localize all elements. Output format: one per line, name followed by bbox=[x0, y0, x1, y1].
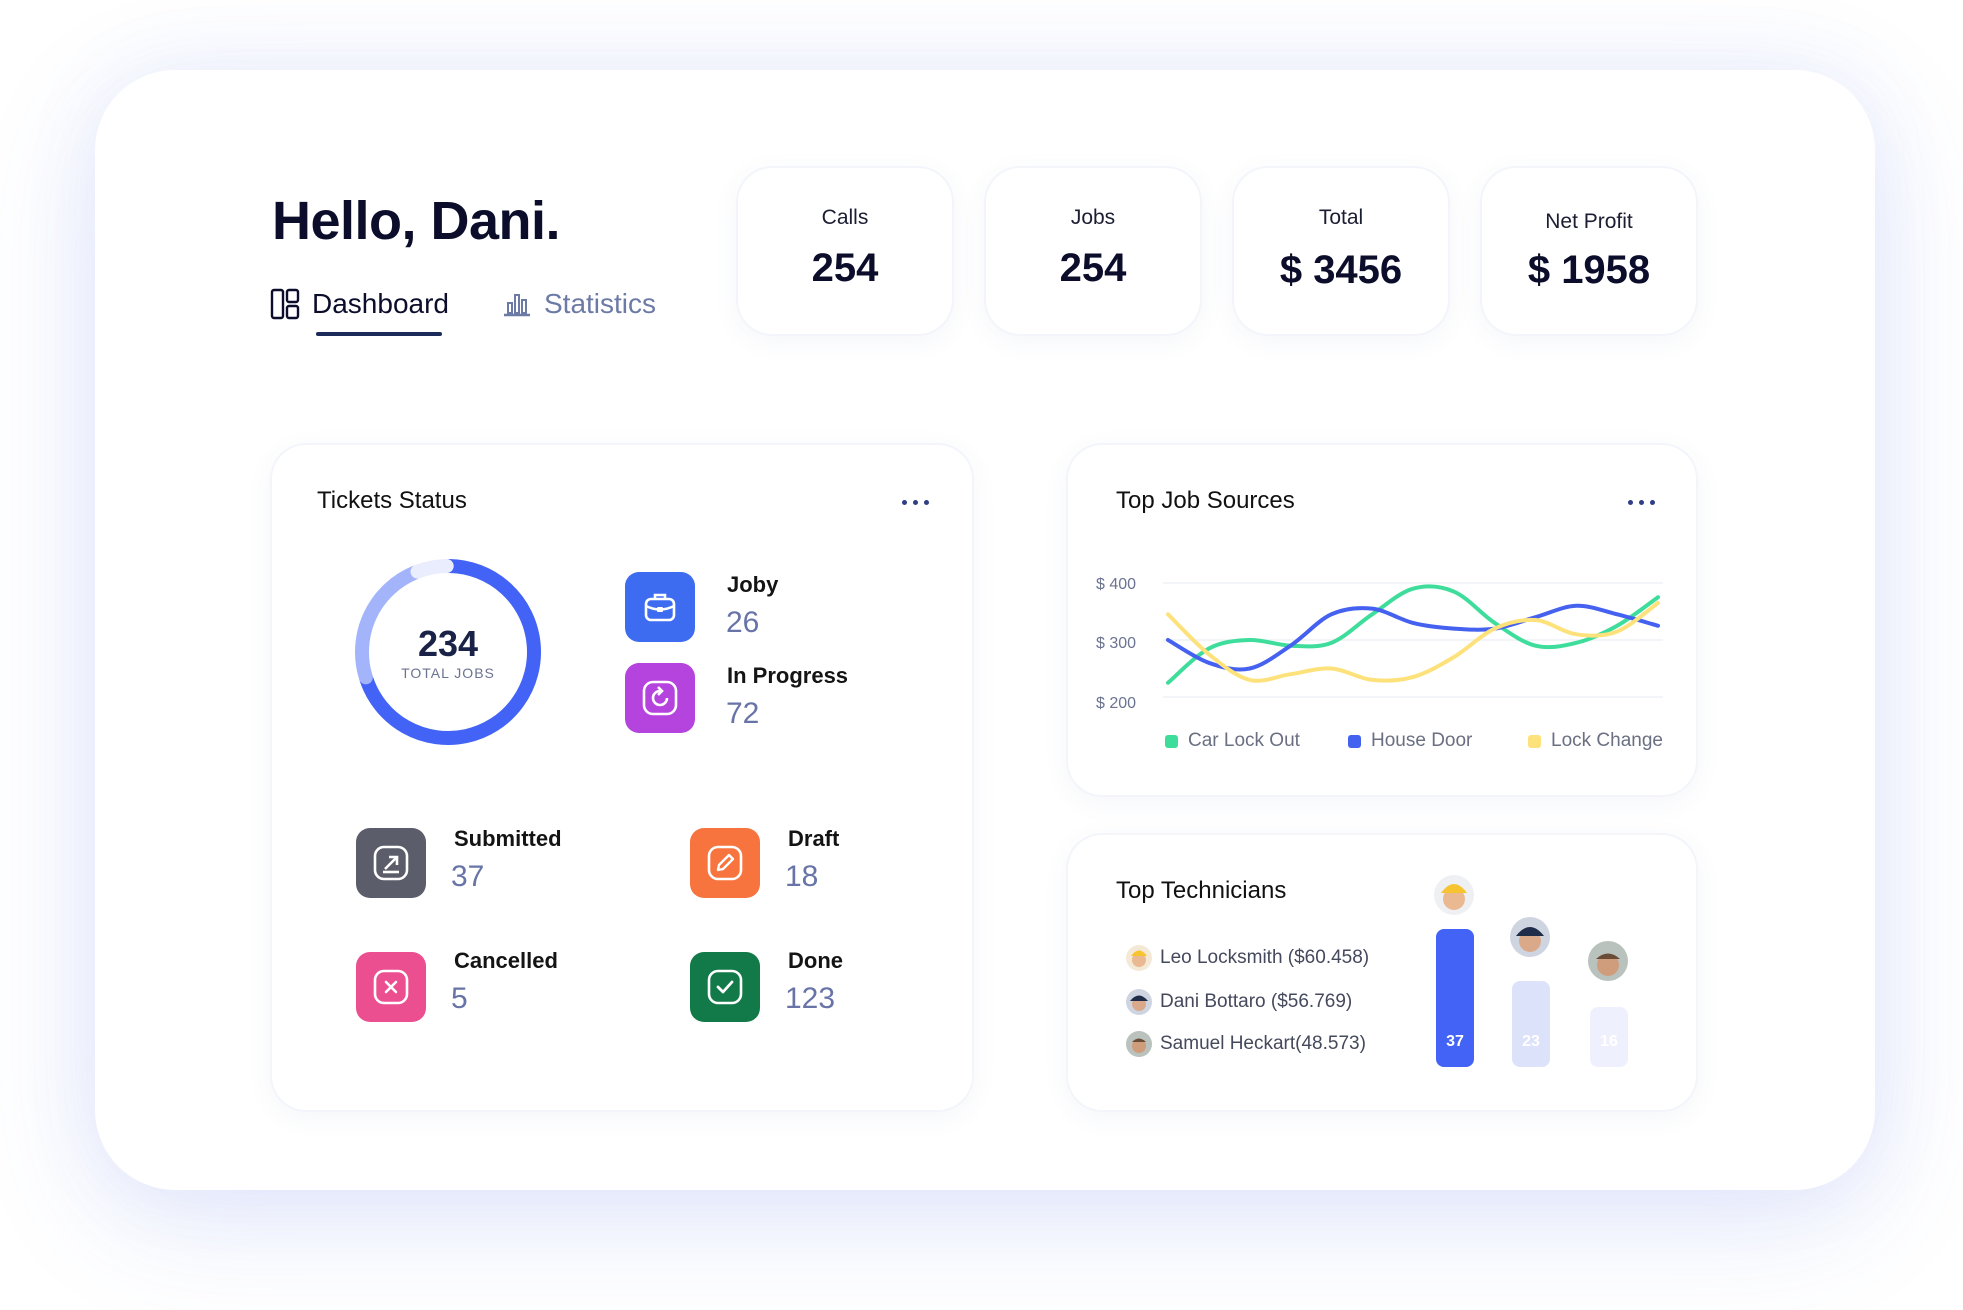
pencil-icon bbox=[690, 828, 760, 898]
briefcase-icon bbox=[625, 572, 695, 642]
technician-avatar bbox=[1510, 917, 1550, 957]
check-icon bbox=[690, 952, 760, 1022]
technician-label: Samuel Heckart(48.573) bbox=[1160, 1033, 1366, 1054]
technician-bar[interactable]: 16 bbox=[1590, 1007, 1628, 1067]
avatar bbox=[1126, 945, 1152, 971]
stat-card-jobs: Jobs 254 bbox=[986, 168, 1200, 334]
status-count: 5 bbox=[451, 982, 468, 1015]
dot bbox=[902, 499, 907, 505]
top-technicians-card: Top Technicians Leo Locksmith ($60.458) … bbox=[1068, 835, 1696, 1110]
y-tick-label: $ 200 bbox=[1096, 695, 1137, 712]
donut-segment-2 bbox=[410, 559, 454, 579]
more-options-button[interactable] bbox=[1628, 495, 1666, 509]
card-title: Top Job Sources bbox=[1116, 487, 1295, 514]
dot bbox=[1628, 499, 1633, 505]
donut-segment-1 bbox=[355, 565, 423, 685]
status-label: Draft bbox=[788, 826, 840, 851]
series-line-1 bbox=[1166, 603, 1660, 672]
stat-label: Jobs bbox=[1070, 206, 1116, 229]
status-label: Submitted bbox=[454, 826, 562, 851]
dot bbox=[1650, 499, 1655, 505]
job-sources-line-chart bbox=[1163, 582, 1663, 698]
dot bbox=[913, 499, 918, 505]
legend-label: Car Lock Out bbox=[1188, 730, 1300, 751]
bar-chart-icon bbox=[504, 294, 530, 317]
status-count: 72 bbox=[726, 697, 760, 730]
tab-dashboard-label: Dashboard bbox=[312, 288, 449, 319]
technician-label: Dani Bottaro ($56.769) bbox=[1160, 991, 1353, 1012]
y-tick-label: $ 300 bbox=[1096, 635, 1137, 652]
stat-value: $ 1958 bbox=[1527, 248, 1651, 292]
greeting-title: Hello, Dani. bbox=[272, 191, 561, 251]
status-count: 18 bbox=[785, 860, 819, 893]
tickets-donut-chart bbox=[355, 559, 541, 745]
stat-label: Total bbox=[1318, 206, 1364, 229]
stat-value: 254 bbox=[811, 246, 879, 290]
share-icon bbox=[356, 828, 426, 898]
status-label: Done bbox=[788, 948, 843, 973]
dashboard-icon bbox=[270, 288, 300, 320]
avatar bbox=[1126, 1031, 1152, 1057]
stat-label: Calls bbox=[821, 206, 869, 229]
technician-bar[interactable]: 37 bbox=[1436, 929, 1474, 1067]
technician-row[interactable]: Dani Bottaro ($56.769) bbox=[1126, 989, 1352, 1015]
more-options-button[interactable] bbox=[902, 495, 940, 509]
technician-row[interactable]: Leo Locksmith ($60.458) bbox=[1126, 945, 1369, 971]
bar-value-label: 16 bbox=[1600, 1032, 1618, 1050]
top-job-sources-card: Top Job Sources $ 400 $ 300 $ 200 Car Lo… bbox=[1068, 445, 1696, 795]
close-icon bbox=[356, 952, 426, 1022]
stat-card-total: Total $ 3456 bbox=[1234, 168, 1448, 334]
legend-label: House Door bbox=[1371, 730, 1473, 751]
tab-statistics-label: Statistics bbox=[544, 288, 657, 319]
card-title: Tickets Status bbox=[317, 487, 467, 514]
donut-caption: TOTAL JOBS bbox=[401, 665, 495, 681]
legend-house-door: House Door bbox=[1348, 730, 1472, 752]
bar-value-label: 37 bbox=[1446, 1033, 1464, 1050]
tickets-status-card: Tickets Status 234 TOTAL JOBS Joby 26 In… bbox=[272, 445, 972, 1110]
stat-label: Net Profit bbox=[1545, 210, 1633, 233]
donut-total: 234 bbox=[417, 623, 479, 664]
status-count: 123 bbox=[785, 982, 836, 1015]
donut-segment-0 bbox=[359, 559, 541, 745]
series-line-0 bbox=[1166, 584, 1660, 685]
card-title: Top Technicians bbox=[1116, 877, 1287, 904]
dot bbox=[1639, 499, 1644, 505]
stat-card-calls: Calls 254 bbox=[738, 168, 952, 334]
tab-statistics[interactable]: Statistics bbox=[502, 288, 656, 320]
legend-car-lock-out: Car Lock Out bbox=[1165, 730, 1300, 752]
status-label: Cancelled bbox=[454, 948, 558, 973]
technician-label: Leo Locksmith ($60.458) bbox=[1160, 947, 1370, 968]
technician-avatar bbox=[1588, 941, 1628, 981]
refresh-icon bbox=[625, 663, 695, 733]
avatar bbox=[1126, 989, 1152, 1015]
status-count: 26 bbox=[726, 606, 760, 639]
dot bbox=[924, 499, 929, 505]
y-tick-label: $ 400 bbox=[1096, 576, 1137, 593]
bar-value-label: 23 bbox=[1522, 1032, 1540, 1050]
technician-avatar bbox=[1434, 875, 1474, 915]
tab-dashboard[interactable]: Dashboard bbox=[270, 288, 449, 320]
stat-value: $ 3456 bbox=[1279, 248, 1403, 292]
status-label: In Progress bbox=[727, 663, 849, 688]
active-tab-indicator bbox=[316, 332, 442, 336]
technician-row[interactable]: Samuel Heckart(48.573) bbox=[1126, 1031, 1366, 1057]
status-count: 37 bbox=[451, 860, 485, 893]
legend-lock-change: Lock Change bbox=[1528, 730, 1663, 752]
series-line-2 bbox=[1166, 600, 1660, 683]
technician-bar[interactable]: 23 bbox=[1512, 981, 1550, 1067]
legend-label: Lock Change bbox=[1551, 730, 1663, 751]
stat-card-net-profit: Net Profit $ 1958 bbox=[1482, 168, 1696, 334]
status-label: Joby bbox=[727, 572, 779, 597]
stat-value: 254 bbox=[1059, 246, 1127, 290]
